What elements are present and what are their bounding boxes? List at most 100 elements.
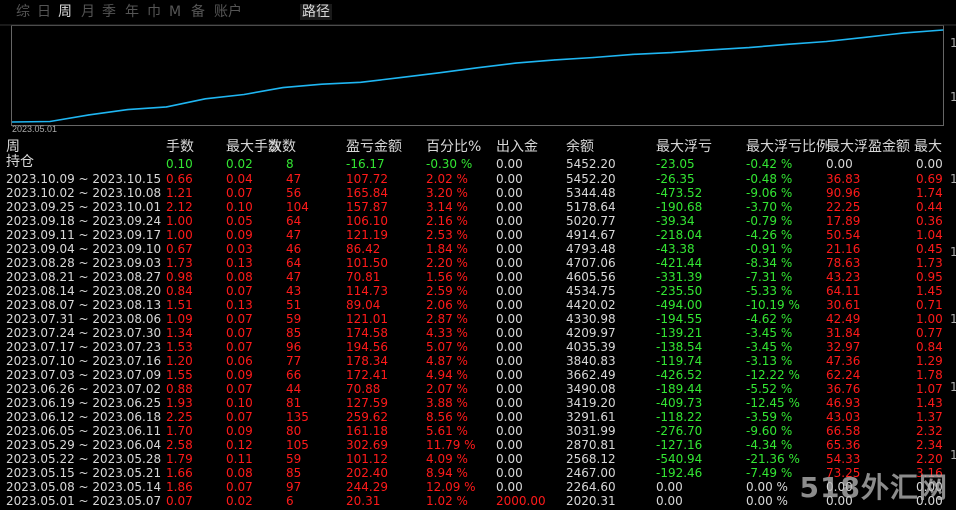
table-cell: 121.01 [346, 312, 388, 326]
table-cell: 3291.61 [566, 410, 616, 424]
tab-quarter[interactable]: 季 [102, 4, 116, 20]
row-period: 2023.09.04 ~ 2023.09.10 [6, 242, 162, 256]
table-cell: 4793.48 [566, 242, 616, 256]
row-period: 2023.08.14 ~ 2023.08.20 [6, 284, 162, 298]
column-header: 盈亏金额 [346, 139, 402, 155]
table-cell: -4.34 % [746, 438, 793, 452]
table-cell: 1.73 [916, 256, 943, 270]
table-row[interactable]: 2023.08.28 ~ 2023.09.03 1.73 0.13 64 101.50 2… [0, 256, 956, 270]
table-row[interactable]: 2023.05.15 ~ 2023.05.21 1.66 0.08 85 202.40 8… [0, 466, 956, 480]
table-row[interactable]: 2023.09.04 ~ 2023.09.10 0.67 0.03 46 86.42 1.… [0, 242, 956, 256]
column-header: 余额 [566, 139, 594, 155]
tab-year[interactable]: 年 [125, 4, 139, 20]
table-cell: 0.08 [226, 466, 253, 480]
table-row[interactable]: 2023.06.26 ~ 2023.07.02 0.88 0.07 44 70.88 2.… [0, 382, 956, 396]
table-row[interactable]: 2023.10.09 ~ 2023.10.15 0.66 0.04 47 107.72 2… [0, 172, 956, 186]
table-row[interactable]: 2023.09.18 ~ 2023.09.24 1.00 0.05 64 106.10 2… [0, 214, 956, 228]
table-cell: 89.04 [346, 298, 381, 312]
table-cell: -26.35 [656, 172, 695, 186]
table-cell: 104 [286, 200, 309, 214]
table-cell: -473.52 [656, 186, 703, 200]
table-row[interactable]: 2023.06.19 ~ 2023.06.25 1.93 0.10 81 127.59 3… [0, 396, 956, 410]
table-cell: 4914.67 [566, 228, 616, 242]
table-cell: -235.50 [656, 284, 703, 298]
holding-row: 持仓 0.10 0.02 8 -16.17 -0.30 % 0.00 5452.20 -23.0… [0, 154, 956, 171]
table-cell: 5178.64 [566, 200, 616, 214]
row-period: 2023.05.29 ~ 2023.06.04 [6, 438, 162, 452]
equity-point [165, 106, 168, 108]
table-cell: 1.56 % [426, 270, 468, 284]
table-cell: 70.88 [346, 382, 381, 396]
table-cell: 0.00 [496, 354, 523, 368]
table-row[interactable]: 2023.10.02 ~ 2023.10.08 1.21 0.07 56 165.84 3… [0, 186, 956, 200]
table-row[interactable]: 2023.07.17 ~ 2023.07.23 1.53 0.07 96 194.56 5… [0, 340, 956, 354]
table-row[interactable]: 2023.05.01 ~ 2023.05.07 0.07 0.02 6 20.31 1.0… [0, 494, 956, 508]
tab-week[interactable]: 周 [58, 4, 72, 20]
table-row[interactable]: 2023.08.21 ~ 2023.08.27 0.98 0.08 47 70.81 1.… [0, 270, 956, 284]
equity-point [748, 47, 750, 49]
table-cell: 0.00 % [746, 480, 788, 494]
table-cell: 1.00 [166, 214, 193, 228]
table-cell: 244.29 [346, 480, 388, 494]
table-cell: -12.45 % [746, 396, 800, 410]
table-cell: 1.93 [166, 396, 193, 410]
row-period: 2023.07.10 ~ 2023.07.16 [6, 354, 162, 368]
table-cell: -4.62 % [746, 312, 793, 326]
table-row[interactable]: 2023.08.14 ~ 2023.08.20 0.84 0.07 43 114.73 2… [0, 284, 956, 298]
table-cell: 0.07 [226, 382, 253, 396]
table-cell: 4035.39 [566, 340, 616, 354]
table-row[interactable]: 2023.05.08 ~ 2023.05.14 1.86 0.07 97 244.29 1… [0, 480, 956, 494]
table-row[interactable]: 2023.09.25 ~ 2023.10.01 2.12 0.10 104 157.87… [0, 200, 956, 214]
tab-backup[interactable]: 备 [191, 4, 205, 20]
tab-symbol[interactable]: 巾 [147, 4, 161, 20]
equity-point [515, 62, 517, 64]
table-cell: 11.79 % [426, 438, 476, 452]
table-cell: 8.94 % [426, 466, 468, 480]
table-row[interactable]: 2023.07.24 ~ 2023.07.30 1.34 0.07 85 174.58 4… [0, 326, 956, 340]
table-cell: 8 [286, 157, 294, 171]
tab-month[interactable]: 月 [81, 4, 95, 20]
row-period: 2023.10.02 ~ 2023.10.08 [6, 186, 162, 200]
table-cell: 0.00 [496, 396, 523, 410]
table-cell: 73.25 [826, 466, 861, 480]
equity-point [398, 77, 400, 79]
tab-m[interactable]: M [169, 4, 182, 20]
table-cell: 3490.08 [566, 382, 616, 396]
table-row[interactable]: 2023.07.10 ~ 2023.07.16 1.20 0.06 77 178.34 4… [0, 354, 956, 368]
table-cell: 32.97 [826, 340, 861, 354]
row-period: 2023.08.28 ~ 2023.09.03 [6, 256, 162, 270]
table-cell: 106.10 [346, 214, 388, 228]
table-row[interactable]: 2023.07.31 ~ 2023.08.06 1.09 0.07 59 121.01 2… [0, 312, 956, 326]
table-cell: 1.00 [916, 312, 943, 326]
tab-account[interactable]: 账户 [214, 4, 242, 20]
table-cell: 0.11 [226, 452, 253, 466]
table-cell: 0.07 [226, 340, 253, 354]
table-row[interactable]: 2023.06.05 ~ 2023.06.11 1.70 0.09 80 161.18 5… [0, 424, 956, 438]
table-cell: 12.09 % [426, 480, 476, 494]
table-row[interactable]: 2023.05.29 ~ 2023.06.04 2.58 0.12 105 302.69… [0, 438, 956, 452]
table-row[interactable]: 2023.08.07 ~ 2023.08.13 1.51 0.13 51 89.04 2.… [0, 298, 956, 312]
table-cell: 56 [286, 186, 302, 200]
table-cell: -540.94 [656, 452, 703, 466]
table-cell: 1.29 [916, 354, 943, 368]
table-cell: 20.31 [346, 494, 381, 508]
equity-point [554, 59, 556, 61]
column-header: 次数 [268, 139, 296, 155]
tab-overview[interactable]: 综 [16, 4, 30, 20]
table-row[interactable]: 2023.07.03 ~ 2023.07.09 1.55 0.09 66 172.41 4… [0, 368, 956, 382]
table-cell: -21.36 % [746, 452, 800, 466]
table-cell: -3.45 % [746, 326, 793, 340]
tab-day[interactable]: 日 [37, 4, 51, 20]
table-row[interactable]: 2023.09.11 ~ 2023.09.17 1.00 0.09 47 121.19 2… [0, 228, 956, 242]
table-cell: 0.00 [496, 298, 523, 312]
table-cell: -139.21 [656, 326, 703, 340]
table-cell: 1.84 % [426, 242, 468, 256]
table-row[interactable]: 2023.05.22 ~ 2023.05.28 1.79 0.11 59 101.12 4… [0, 452, 956, 466]
table-cell: 3.88 % [426, 396, 468, 410]
equity-points [49, 29, 944, 123]
table-row[interactable]: 2023.06.12 ~ 2023.06.18 2.25 0.07 135 259.62… [0, 410, 956, 424]
table-cell: 22.25 [826, 200, 861, 214]
table-cell: 8.56 % [426, 410, 468, 424]
tab-path[interactable]: 路径 [300, 4, 332, 20]
table-cell: 43.23 [826, 270, 861, 284]
